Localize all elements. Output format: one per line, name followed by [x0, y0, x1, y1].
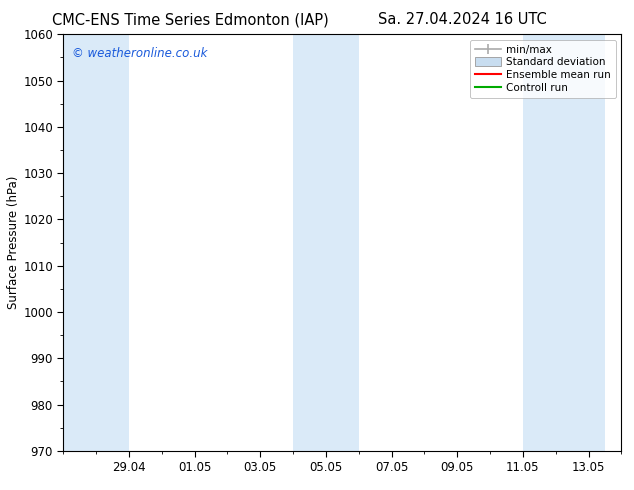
Bar — [293, 34, 359, 451]
Text: CMC-ENS Time Series Edmonton (IAP): CMC-ENS Time Series Edmonton (IAP) — [52, 12, 328, 27]
Bar — [523, 34, 605, 451]
Text: © weatheronline.co.uk: © weatheronline.co.uk — [72, 47, 207, 60]
Text: Sa. 27.04.2024 16 UTC: Sa. 27.04.2024 16 UTC — [378, 12, 547, 27]
Bar — [63, 34, 129, 451]
Legend: min/max, Standard deviation, Ensemble mean run, Controll run: min/max, Standard deviation, Ensemble me… — [470, 40, 616, 98]
Y-axis label: Surface Pressure (hPa): Surface Pressure (hPa) — [8, 176, 20, 309]
